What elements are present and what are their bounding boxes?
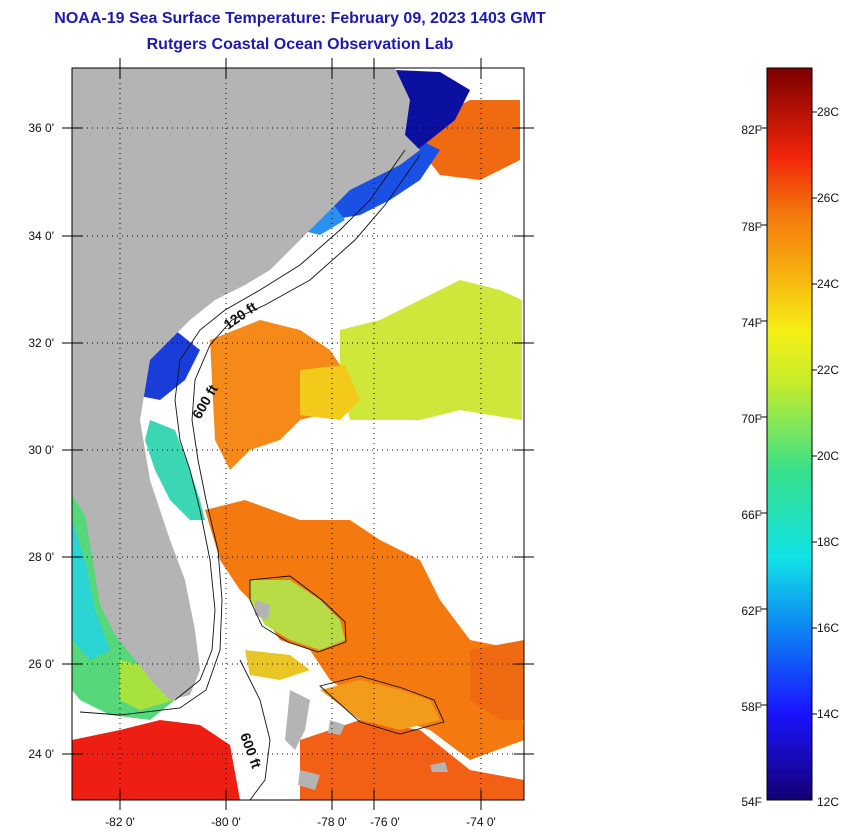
colorbar-c-label: 28C	[817, 105, 839, 119]
lat-label: 28 0'	[28, 550, 54, 564]
map-ticks	[62, 58, 534, 810]
graticule	[72, 68, 524, 800]
lat-label: 32 0'	[28, 336, 54, 350]
lon-labels: -82 0' -80 0' -78 0' -76 0' -76 0' -74 0…	[105, 815, 496, 829]
colorbar-fahrenheit-labels: 82F 78F 74F 70F 66F 62F 58F 54F	[741, 123, 762, 809]
lon-label: -78 0'	[317, 815, 347, 829]
lat-label: 30 0'	[28, 443, 54, 457]
bathymetry-contours	[79, 149, 445, 800]
lon-label: -74 0'	[466, 815, 496, 829]
lon-label: -80 0'	[211, 815, 241, 829]
lat-labels: 36 0' 34 0' 32 0' 30 0' 28 0' 26 0' 24 0…	[28, 121, 54, 761]
lat-label: 34 0'	[28, 229, 54, 243]
colorbar-f-label: 58F	[741, 700, 762, 714]
colorbar-f-label: 78F	[741, 220, 762, 234]
colorbar-f-label: 62F	[741, 604, 762, 618]
colorbar-c-label: 12C	[817, 795, 839, 809]
map-title: NOAA-19 Sea Surface Temperature: Februar…	[54, 10, 546, 27]
colorbar-f-label: 74F	[741, 316, 762, 330]
colorbar-c-label: 16C	[817, 621, 839, 635]
colorbar-f-label: 82F	[741, 123, 762, 137]
colorbar-celsius-labels: 28C 26C 24C 22C 20C 18C 16C 14C 12C	[817, 105, 839, 809]
colorbar-c-label: 26C	[817, 191, 839, 205]
lat-label: 36 0'	[28, 121, 54, 135]
sst-field	[72, 70, 524, 800]
colorbar-f-label: 54F	[741, 795, 762, 809]
colorbar	[766, 67, 813, 801]
lat-label: 26 0'	[28, 657, 54, 671]
lon-label-76: -76 0'	[370, 815, 400, 829]
lat-label: 24 0'	[28, 747, 54, 761]
colorbar-c-label: 14C	[817, 707, 839, 721]
colorbar-f-label: 70F	[741, 412, 762, 426]
land-islands	[255, 600, 448, 790]
colorbar-f-label: 66F	[741, 508, 762, 522]
colorbar-c-label: 24C	[817, 277, 839, 291]
colorbar-c-label: 22C	[817, 363, 839, 377]
colorbar-ticks	[760, 111, 817, 715]
colorbar-c-label: 20C	[817, 449, 839, 463]
colorbar-c-label: 18C	[817, 535, 839, 549]
lon-label: -82 0'	[105, 815, 135, 829]
map-frame	[71, 67, 525, 801]
land-mainland	[72, 68, 420, 700]
map-subtitle: Rutgers Coastal Ocean Observation Lab	[146, 36, 454, 53]
